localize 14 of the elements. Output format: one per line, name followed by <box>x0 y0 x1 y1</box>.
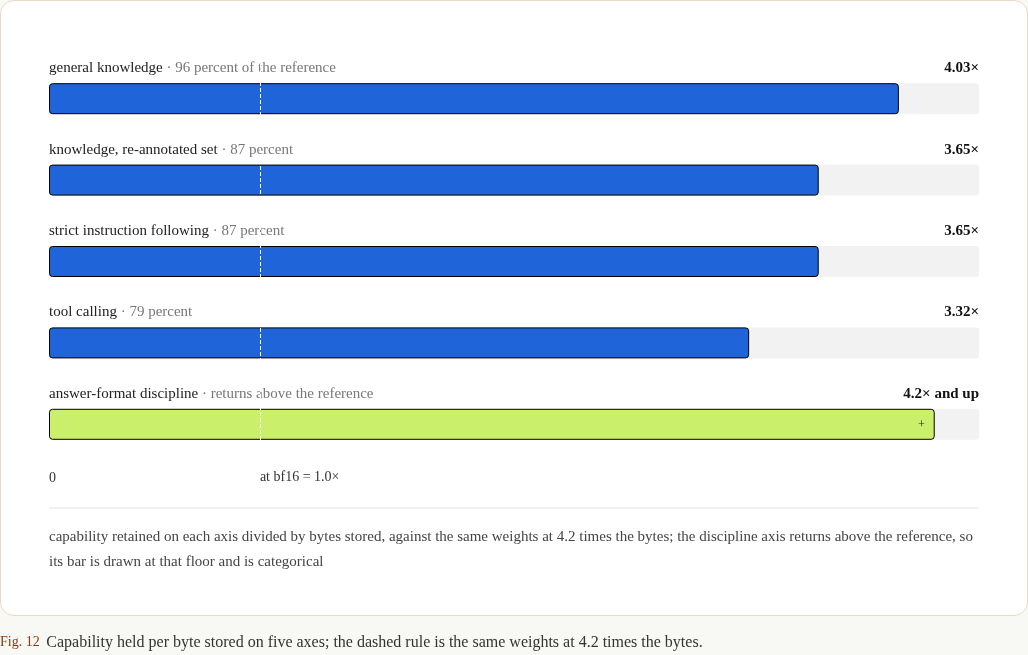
data-label: 4.2× and up <box>903 384 979 401</box>
data-label: 4.03× <box>944 59 979 76</box>
y-tick-label: knowledge, re-annotated set · 87 percent <box>49 140 294 157</box>
text: Fig. 12 Capability held per byte stored on five axes; the dashed rule is the same weights at 4.2 times the bytes. <box>0 632 703 651</box>
text: capability retained on each axis divided by bytes stored, against the same weights at 4.2 times the bytes; the discipline axis returns above the reference, so its bar is drawn at that floor and is categorical <box>49 527 977 569</box>
data-label: 3.65× <box>944 140 979 157</box>
annotation: + <box>917 417 925 432</box>
y-tick-label: strict instruction following · 87 percent <box>49 222 286 238</box>
y-tick-label: general knowledge · 96 percent of the reference <box>49 59 337 76</box>
y-tick-label: tool calling · 79 percent <box>49 303 194 320</box>
text: 0 <box>49 469 56 485</box>
data-label: 3.65× <box>944 222 979 238</box>
data-label: 3.32× <box>944 303 979 320</box>
ref-line-label: at bf16 = 1.0× <box>259 468 340 484</box>
